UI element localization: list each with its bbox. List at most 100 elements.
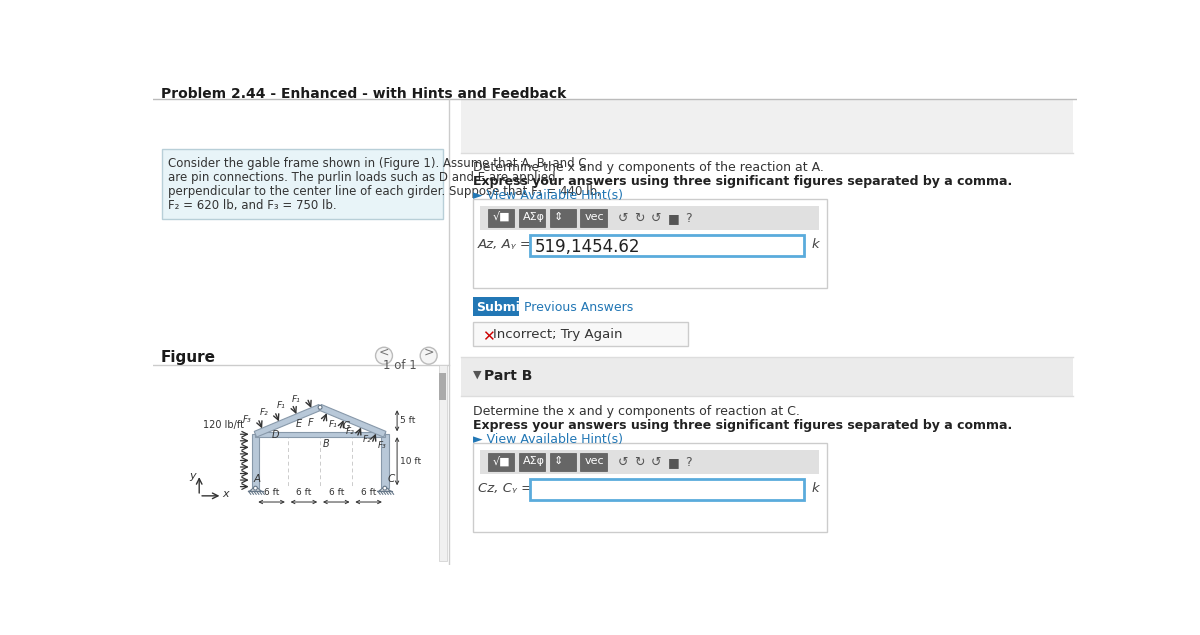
Text: B: B bbox=[323, 439, 329, 449]
Polygon shape bbox=[252, 434, 259, 488]
Text: k: k bbox=[811, 238, 818, 251]
Text: ↺: ↺ bbox=[617, 456, 628, 469]
Bar bbox=[480, 206, 820, 231]
Text: 6 ft: 6 ft bbox=[329, 488, 344, 497]
Text: ↺: ↺ bbox=[652, 456, 661, 469]
Bar bbox=[439, 373, 446, 399]
Text: ▼: ▼ bbox=[473, 370, 481, 380]
Text: ■: ■ bbox=[668, 456, 680, 469]
Bar bbox=[473, 199, 827, 288]
Polygon shape bbox=[256, 432, 385, 436]
Polygon shape bbox=[380, 434, 389, 488]
Text: D: D bbox=[272, 430, 280, 440]
Text: F₂: F₂ bbox=[259, 408, 269, 417]
Text: 6 ft: 6 ft bbox=[264, 488, 280, 497]
Circle shape bbox=[253, 486, 257, 490]
Text: Cᴢ, Cᵧ =: Cᴢ, Cᵧ = bbox=[478, 482, 532, 495]
Text: A: A bbox=[254, 474, 260, 485]
Text: 5 ft: 5 ft bbox=[400, 417, 415, 425]
Text: ■: ■ bbox=[668, 211, 680, 225]
Bar bbox=[461, 358, 1073, 396]
Polygon shape bbox=[254, 404, 322, 437]
Bar bbox=[473, 297, 518, 316]
Bar bbox=[162, 149, 443, 218]
Text: <: < bbox=[379, 345, 389, 358]
Text: ?: ? bbox=[685, 456, 691, 469]
Text: G: G bbox=[343, 421, 350, 431]
Bar bbox=[518, 453, 545, 471]
Text: Determine the x and y components of reaction at C.: Determine the x and y components of reac… bbox=[473, 405, 799, 418]
Text: perpendicular to the center line of each girder. Suppose that F₁ = 440 lb,: perpendicular to the center line of each… bbox=[168, 185, 601, 197]
Text: Problem 2.44 - Enhanced - with Hints and Feedback: Problem 2.44 - Enhanced - with Hints and… bbox=[161, 87, 566, 101]
Bar bbox=[488, 209, 514, 227]
Text: 1 of 1: 1 of 1 bbox=[383, 359, 416, 371]
Bar bbox=[550, 453, 576, 471]
Text: F₂: F₂ bbox=[346, 427, 354, 436]
Text: E: E bbox=[296, 420, 302, 429]
Text: ?: ? bbox=[685, 211, 691, 225]
Circle shape bbox=[376, 347, 392, 364]
Text: ► View Available Hint(s): ► View Available Hint(s) bbox=[473, 434, 623, 446]
Text: F: F bbox=[307, 418, 313, 428]
Polygon shape bbox=[250, 486, 262, 491]
Text: F₂: F₂ bbox=[364, 434, 372, 444]
Bar bbox=[439, 365, 448, 561]
Text: F₁: F₁ bbox=[329, 420, 337, 429]
Text: >: > bbox=[424, 345, 434, 358]
Circle shape bbox=[383, 486, 386, 490]
Text: Determine the x and y components of the reaction at A.: Determine the x and y components of the … bbox=[473, 161, 823, 174]
Text: Consider the gable frame shown in (Figure 1). Assume that A, B, and C: Consider the gable frame shown in (Figur… bbox=[168, 157, 587, 170]
Bar bbox=[530, 479, 804, 500]
Text: vec: vec bbox=[584, 456, 605, 466]
Bar bbox=[480, 450, 820, 474]
Bar bbox=[488, 453, 514, 471]
Text: Express your answers using three significant figures separated by a comma.: Express your answers using three signifi… bbox=[473, 419, 1012, 432]
Text: Aᴢ, Aᵧ =: Aᴢ, Aᵧ = bbox=[478, 238, 532, 251]
Bar bbox=[473, 443, 827, 532]
Bar bbox=[581, 453, 606, 471]
Text: F₁: F₁ bbox=[277, 401, 286, 410]
Text: Previous Answers: Previous Answers bbox=[524, 301, 634, 314]
Text: k: k bbox=[811, 482, 818, 495]
Text: 519,1454.62: 519,1454.62 bbox=[535, 238, 641, 256]
Text: are pin connections. The purlin loads such as D and E are applied: are pin connections. The purlin loads su… bbox=[168, 171, 556, 184]
Text: ⇕: ⇕ bbox=[554, 211, 564, 222]
Text: AΣφ: AΣφ bbox=[523, 211, 545, 222]
Text: Part B: Part B bbox=[484, 369, 533, 383]
Text: Incorrect; Try Again: Incorrect; Try Again bbox=[493, 328, 623, 341]
Text: AΣφ: AΣφ bbox=[523, 456, 545, 466]
Bar bbox=[461, 396, 1073, 550]
Text: ↺: ↺ bbox=[617, 211, 628, 225]
Text: x: x bbox=[222, 490, 229, 499]
Text: F₁: F₁ bbox=[292, 395, 300, 404]
Circle shape bbox=[420, 347, 437, 364]
Text: ✕: ✕ bbox=[481, 329, 494, 344]
Bar bbox=[518, 209, 545, 227]
Text: F₂ = 620 lb, and F₃ = 750 lb.: F₂ = 620 lb, and F₃ = 750 lb. bbox=[168, 199, 337, 211]
Text: vec: vec bbox=[584, 211, 605, 222]
Text: √■: √■ bbox=[492, 211, 510, 222]
Text: 120 lb/ft: 120 lb/ft bbox=[203, 420, 244, 431]
Bar bbox=[550, 209, 576, 227]
Text: y: y bbox=[190, 471, 197, 481]
Bar bbox=[473, 322, 688, 347]
Bar bbox=[461, 99, 1073, 565]
Text: ► View Available Hint(s): ► View Available Hint(s) bbox=[473, 189, 623, 203]
Text: Figure: Figure bbox=[161, 351, 216, 365]
Bar bbox=[461, 99, 1073, 153]
Text: Submit: Submit bbox=[476, 301, 526, 314]
Text: C: C bbox=[388, 474, 395, 485]
Polygon shape bbox=[379, 486, 391, 491]
Text: √■: √■ bbox=[492, 456, 510, 466]
Polygon shape bbox=[319, 404, 386, 437]
Text: ↻: ↻ bbox=[635, 211, 644, 225]
Bar bbox=[581, 209, 606, 227]
Text: ↺: ↺ bbox=[652, 211, 661, 225]
Bar bbox=[530, 235, 804, 257]
Text: 6 ft: 6 ft bbox=[296, 488, 312, 497]
Text: ⇕: ⇕ bbox=[554, 456, 564, 466]
Circle shape bbox=[318, 405, 322, 409]
Text: 10 ft: 10 ft bbox=[400, 457, 421, 465]
Text: F₃: F₃ bbox=[242, 415, 252, 424]
Text: ↻: ↻ bbox=[635, 456, 644, 469]
